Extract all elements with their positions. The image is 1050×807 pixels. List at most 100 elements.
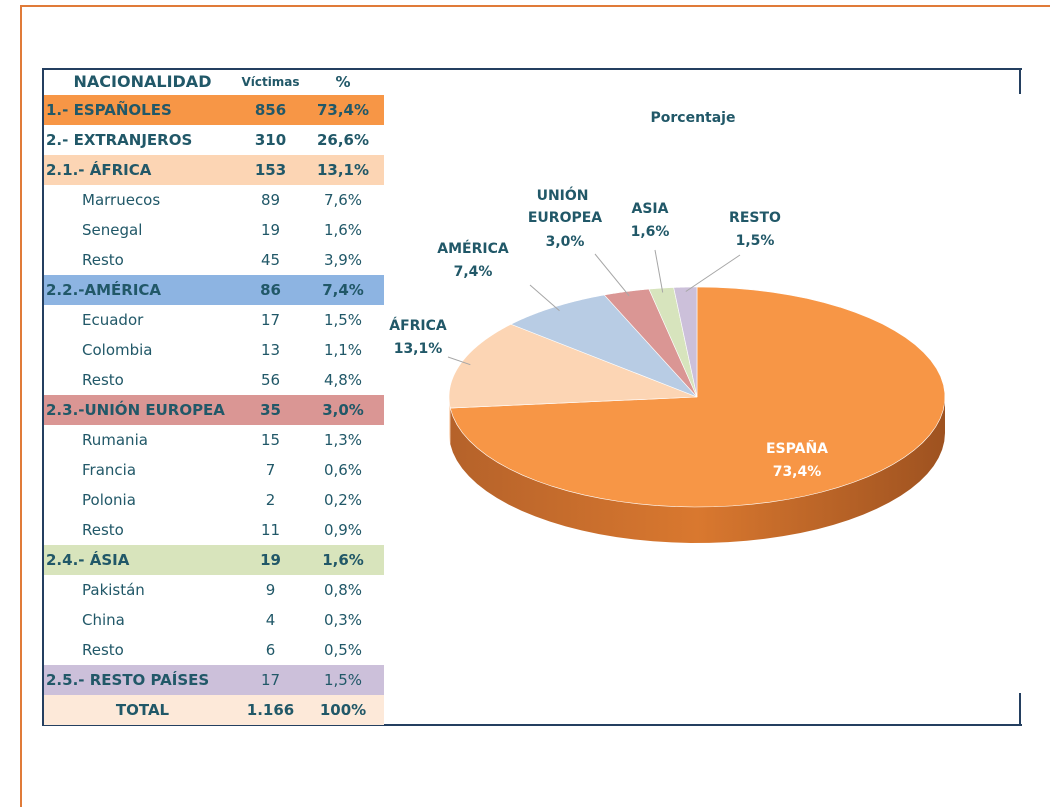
slice-value-label: 1,5% [736, 233, 775, 249]
slice-value-label: 1,6% [631, 224, 670, 240]
table-cell: 13,1% [316, 161, 370, 179]
table-cell: 7,6% [323, 191, 363, 209]
header-row: NACIONALIDAD Víctimas% [44, 68, 384, 95]
table-row: 2.2.-AMÉRICA 86 7,4% [44, 275, 384, 305]
table-cell: Resto [82, 521, 124, 539]
table-row: 2.5.- RESTO PAÍSES 17 1,5% [44, 665, 384, 695]
table-cell: 2.4.- ÁSIA [46, 551, 130, 569]
slice-value-label: 73,4% [773, 464, 822, 480]
table-cell: 2 [265, 491, 276, 509]
table-cell: 3,0% [322, 401, 364, 419]
table-cell: 6 [265, 641, 276, 659]
table-cell: 0,6% [323, 461, 363, 479]
table-cell: 2.- EXTRANJEROS [46, 131, 193, 149]
table-cell: 89 [260, 191, 281, 209]
table-cell: 100% [319, 701, 367, 719]
table-cell: 86 [260, 281, 281, 299]
table-cell: Marruecos [82, 191, 161, 209]
table-row: Marruecos 89 7,6% [44, 185, 384, 215]
border [1019, 693, 1021, 724]
table-row: 2.1.- ÁFRICA 153 13,1% [44, 155, 384, 185]
table-cell: 56 [260, 371, 281, 389]
slice-label: ASIA [632, 201, 669, 217]
table-row: Ecuador 17 1,5% [44, 305, 384, 335]
table-cell: 1,3% [323, 431, 363, 449]
table-row: Francia 7 0,6% [44, 455, 384, 485]
chart-title: Porcentaje [651, 110, 736, 126]
table-cell: Senegal [82, 221, 143, 239]
table-cell: China [82, 611, 125, 629]
label-line: EUROPEA [528, 210, 602, 226]
table-cell: 153 [254, 161, 287, 179]
header-cell: Víctimas [241, 74, 300, 89]
slice [449, 286, 946, 508]
table-cell: Colombia [82, 341, 153, 359]
table-cell: Resto [82, 371, 124, 389]
table-cell: 4,8% [323, 371, 363, 389]
leader-line [447, 356, 471, 366]
table-cell: 2.3.-UNIÓN EUROPEA [46, 401, 225, 419]
table-row: Resto 56 4,8% [44, 365, 384, 395]
table-cell: 1.166 [246, 701, 295, 719]
table-cell: 1,5% [323, 311, 363, 329]
table-row: TOTAL 1.166 100% [44, 695, 384, 725]
table-cell: 4 [265, 611, 276, 629]
leader-line [685, 254, 741, 292]
table-row: Polonia 2 0,2% [44, 485, 384, 515]
table-row: 2.3.-UNIÓN EUROPEA 35 3,0% [44, 395, 384, 425]
slice-side [450, 397, 945, 543]
table-cell: Pakistán [82, 581, 145, 599]
table-row: Rumania 15 1,3% [44, 425, 384, 455]
table-cell: 13 [260, 341, 281, 359]
slice-label: ÁFRICA [389, 317, 447, 334]
table-cell: 2.2.-AMÉRICA [46, 281, 162, 299]
table-row: Pakistán 9 0,8% [44, 575, 384, 605]
table-row: Resto 6 0,5% [44, 635, 384, 665]
table-cell: 1,6% [322, 551, 364, 569]
table-cell: 0,2% [323, 491, 363, 509]
leader-line [529, 284, 560, 312]
slice [648, 287, 698, 398]
table-cell: Francia [82, 461, 137, 479]
table-cell: 0,8% [323, 581, 363, 599]
table-row: China 4 0,3% [44, 605, 384, 635]
table-cell: 26,6% [316, 131, 370, 149]
chart-box [42, 68, 1022, 726]
table-cell: 856 [254, 101, 287, 119]
table-cell: 2.1.- ÁFRICA [46, 161, 152, 179]
table-row: 2.- EXTRANJEROS 310 26,6% [44, 125, 384, 155]
table-cell: 1,5% [323, 671, 363, 689]
table-cell: 7,4% [322, 281, 364, 299]
table-cell: Ecuador [82, 311, 144, 329]
slice-side [449, 397, 451, 445]
table-row: 2.4.- ÁSIA 19 1,6% [44, 545, 384, 575]
table-cell: 19 [260, 221, 281, 239]
table-row: Senegal 19 1,6% [44, 215, 384, 245]
label-line: UNIÓN [537, 186, 594, 204]
table-cell: 45 [260, 251, 281, 269]
table-cell: Resto [82, 641, 124, 659]
slice-value-label: 13,1% [394, 341, 443, 357]
slice-label: ESPAÑA [766, 440, 828, 457]
table-cell: 19 [260, 551, 281, 569]
table-cell: 1,1% [323, 341, 363, 359]
table-cell: 35 [260, 401, 281, 419]
table-cell: 17 [260, 671, 281, 689]
table-cell: 0,9% [323, 521, 363, 539]
slice [448, 323, 698, 409]
table: NACIONALIDAD Víctimas% 1.- ESPAÑOLES 856 73,… [44, 68, 384, 725]
slice-label: AMÉRICA [437, 240, 509, 257]
slice-value-label: 3,0% [546, 234, 585, 250]
table-cell: 17 [260, 311, 281, 329]
table-row: 1.- ESPAÑOLES 856 73,4% [44, 95, 384, 125]
table-row: Resto 45 3,9% [44, 245, 384, 275]
table-cell: 3,9% [323, 251, 363, 269]
frame [20, 5, 1050, 807]
table-cell: Polonia [82, 491, 136, 509]
table-cell: Rumania [82, 431, 148, 449]
table-cell: 9 [265, 581, 276, 599]
leader-line [594, 253, 630, 297]
header-cell: NACIONALIDAD [73, 72, 212, 91]
